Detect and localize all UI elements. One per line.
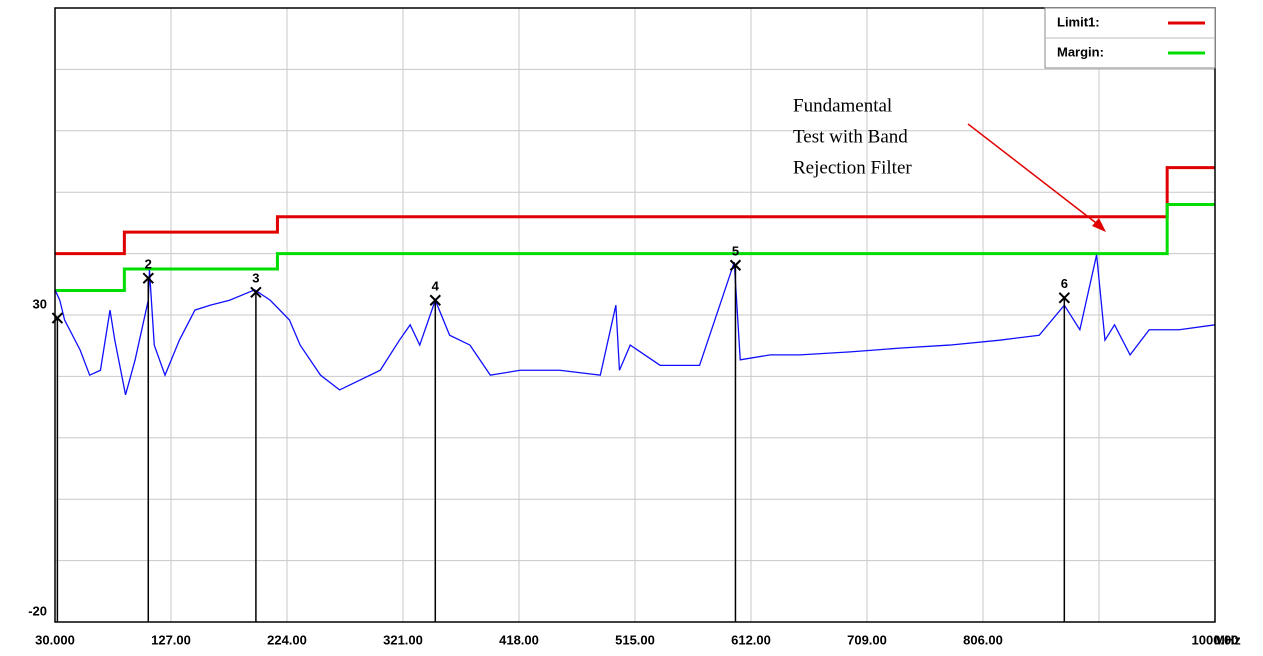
legend-label: Margin:	[1057, 44, 1104, 59]
x-tick-label: 418.00	[499, 632, 539, 647]
plot-border	[54, 7, 1216, 623]
x-unit: MHz	[1214, 632, 1241, 647]
marker-cross	[729, 259, 742, 271]
annotation-line: Test with Band	[793, 126, 908, 147]
marker-label: 4	[432, 279, 440, 294]
x-tick-label: 127.00	[151, 632, 191, 647]
marker-label: 5	[732, 244, 739, 259]
annotation-arrow	[967, 123, 1101, 227]
annotation-line: Fundamental	[793, 95, 892, 116]
marker-cross	[250, 286, 262, 298]
y-tick-label: -20	[28, 603, 47, 618]
x-tick-label: 612.00	[731, 632, 771, 647]
x-tick-label: 1000.00	[1192, 632, 1239, 647]
series-line	[55, 202, 1215, 292]
series-line	[55, 166, 1215, 256]
marker-label: 3	[252, 271, 259, 286]
x-tick-label: 709.00	[847, 632, 887, 647]
marker-label: 6	[1061, 276, 1068, 291]
arrow-head	[1092, 218, 1106, 232]
marker-cross	[51, 312, 64, 324]
marker-label: 2	[145, 257, 152, 272]
x-tick-label: 30.000	[35, 632, 75, 647]
x-tick-label: 224.00	[267, 632, 307, 647]
marker-cross	[1058, 292, 1071, 304]
annotation: Fundamental Test with Band Rejection Fil…	[793, 95, 1106, 232]
marker-cross	[142, 272, 154, 284]
legend-label: Limit1:	[1057, 14, 1100, 29]
x-tick-label: 515.00	[615, 632, 655, 647]
plot: 2 3 4 5 6	[51, 166, 1216, 622]
x-tick-label: 321.00	[383, 632, 423, 647]
y-tick-label: 30	[33, 296, 47, 311]
annotation-line: Rejection Filter	[793, 157, 912, 178]
marker-cross	[429, 294, 441, 306]
legend	[1044, 7, 1216, 69]
x-tick-label: 806.00	[963, 632, 1003, 647]
